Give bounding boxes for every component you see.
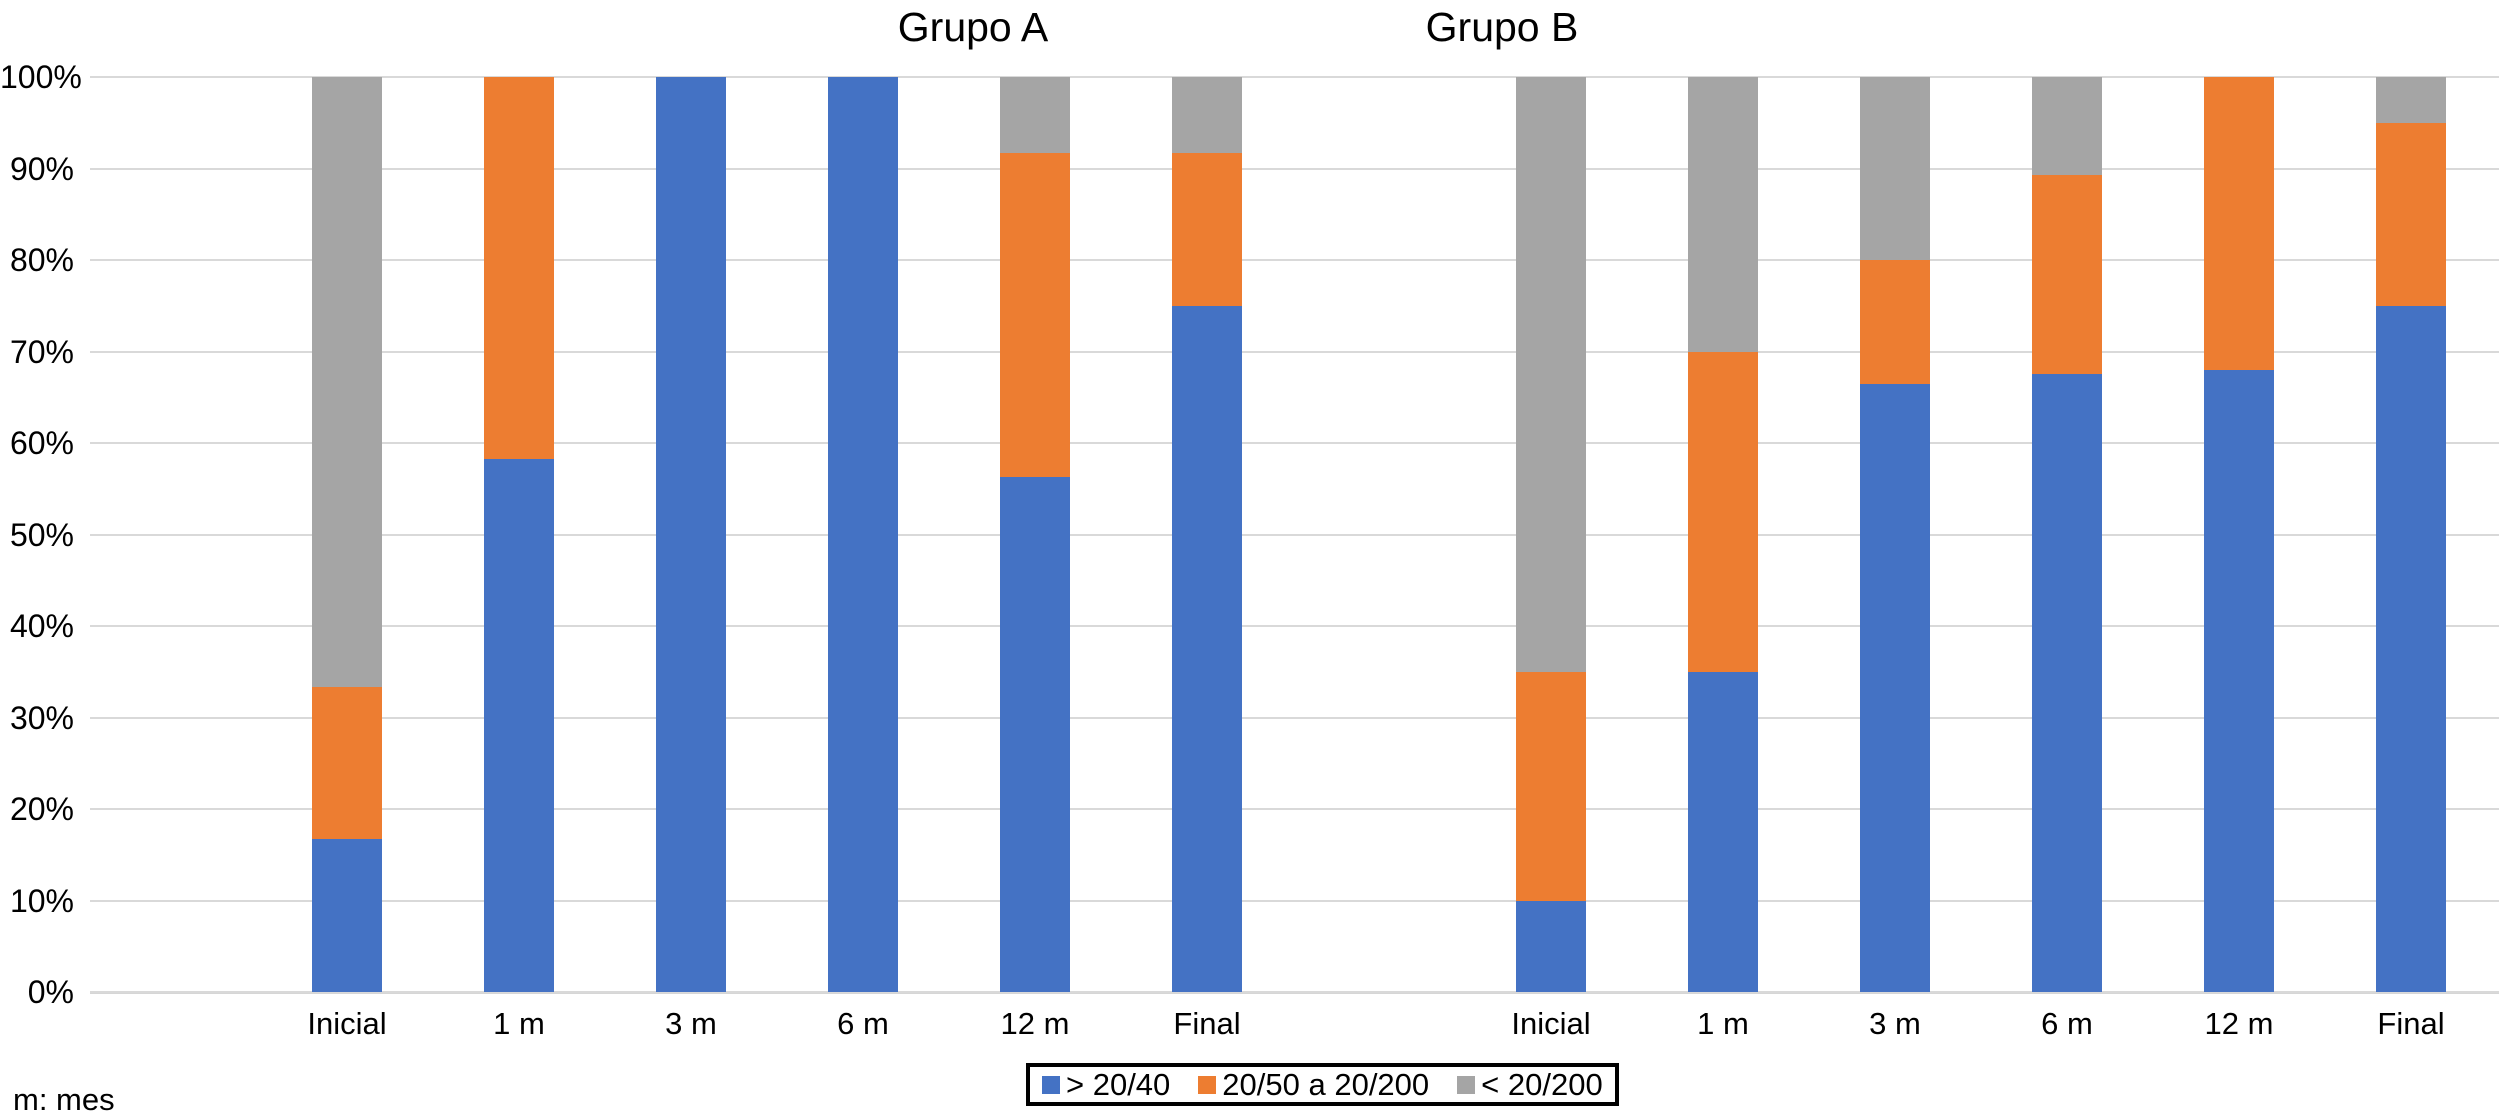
gridline [90, 442, 2499, 444]
bar-segment [1516, 671, 1586, 901]
plot-area [90, 76, 2499, 994]
x-tick-label: Inicial [1511, 1006, 1591, 1041]
legend-item: < 20/200 [1457, 1067, 1603, 1103]
legend-swatch-blue [1042, 1075, 1060, 1094]
gridline [90, 350, 2499, 353]
bar-grupo-b-Inicial [1516, 77, 1586, 992]
x-tick-label: 12 m [2204, 1006, 2274, 1041]
bar-grupo-a-1m [484, 77, 554, 992]
bar-grupo-a-Inicial [312, 77, 382, 992]
bar-grupo-a-6m [828, 77, 898, 992]
bar-segment [1860, 383, 1930, 992]
gridline [90, 991, 2499, 993]
legend-item: > 20/40 [1042, 1067, 1170, 1103]
bar-segment [828, 77, 898, 992]
bar-segment [2376, 122, 2446, 306]
bar-segment [1172, 77, 1242, 153]
y-tick-label: 10% [9, 882, 74, 919]
bar-segment [1516, 900, 1586, 992]
legend: > 20/40 20/50 a 20/200 < 20/200 [1026, 1063, 1619, 1106]
bar-segment [1172, 152, 1242, 306]
bar-segment [312, 839, 382, 992]
gridline [90, 808, 2499, 810]
legend-swatch-orange [1198, 1075, 1217, 1094]
bar-grupo-b-Final [2376, 77, 2446, 992]
bar-grupo-b-12m [2204, 77, 2274, 992]
bar-segment [1860, 77, 1930, 260]
x-tick-label: Final [1173, 1006, 1241, 1041]
x-tick-label: Final [2377, 1006, 2445, 1041]
y-tick-label: 100% [0, 59, 82, 95]
x-tick-label: 3 m [1869, 1006, 1921, 1041]
footnote: m: mes [13, 1082, 115, 1117]
legend-item: 20/50 a 20/200 [1198, 1067, 1429, 1103]
bar-segment [1516, 77, 1586, 672]
legend-label: 20/50 a 20/200 [1222, 1066, 1430, 1102]
x-tick-label: 1 m [493, 1006, 545, 1041]
bar-segment [312, 687, 382, 840]
bar-segment [656, 77, 726, 992]
x-tick-label: 6 m [2041, 1006, 2093, 1041]
bar-segment [1688, 671, 1758, 992]
bar-segment [312, 77, 382, 688]
gridline [90, 625, 2499, 627]
y-tick-label: 80% [9, 242, 74, 278]
bar-segment [1000, 152, 1070, 477]
y-tick-label: 60% [9, 425, 74, 461]
legend-swatch-gray [1457, 1075, 1476, 1094]
bar-segment [2032, 77, 2102, 175]
bar-segment [484, 77, 554, 459]
chart-title-grupo-a: Grupo A [897, 4, 1049, 50]
bar-segment [2032, 174, 2102, 375]
bar-segment [1860, 260, 1930, 384]
bar-grupo-b-1m [1688, 77, 1758, 992]
y-tick-label: 0% [27, 974, 74, 1010]
bar-segment [2204, 369, 2274, 992]
x-tick-label: 1 m [1697, 1006, 1749, 1041]
bar-grupo-a-Final [1172, 77, 1242, 992]
bar-segment [1688, 77, 1758, 352]
legend-label: < 20/200 [1481, 1066, 1603, 1102]
bar-segment [2204, 77, 2274, 370]
x-axis: Inicial 1 m 3 m 6 m 12 m Final Inicial 1 m 3 m 6 … [0, 1006, 2499, 1046]
x-tick-label: 12 m [1000, 1006, 1070, 1041]
gridline [90, 167, 2499, 170]
x-tick-label: 6 m [837, 1006, 889, 1041]
gridline [90, 76, 2499, 78]
legend-label: > 20/40 [1066, 1066, 1171, 1102]
y-axis: 0% 10% 20% 30% 40% 50% 60% 70% 80% 90% 100% [0, 59, 82, 1010]
bar-segment [484, 458, 554, 992]
y-tick-label: 40% [9, 608, 74, 644]
bar-segment [2376, 77, 2446, 123]
bar-segment [1000, 77, 1070, 153]
y-tick-label: 50% [9, 516, 74, 553]
bar-segment [2032, 374, 2102, 992]
gridline [90, 716, 2499, 719]
y-tick-label: 90% [9, 150, 74, 187]
bar-grupo-a-12m [1000, 77, 1070, 992]
y-tick-label: 20% [9, 791, 74, 827]
y-tick-label: 70% [9, 333, 74, 370]
bar-segment [2376, 305, 2446, 992]
gridline [90, 533, 2499, 536]
x-tick-label: 3 m [665, 1006, 717, 1041]
gridline [90, 259, 2499, 261]
bar-grupo-b-6m [2032, 77, 2102, 992]
chart-title-grupo-b: Grupo B [1425, 4, 1579, 50]
bar-segment [1172, 305, 1242, 992]
bar-segment [1688, 351, 1758, 672]
bar-grupo-a-3m [656, 77, 726, 992]
bar-segment [1000, 476, 1070, 992]
bar-grupo-b-3m [1860, 77, 1930, 992]
gridline [90, 899, 2499, 902]
x-tick-label: Inicial [307, 1006, 387, 1041]
y-tick-label: 30% [9, 699, 74, 736]
